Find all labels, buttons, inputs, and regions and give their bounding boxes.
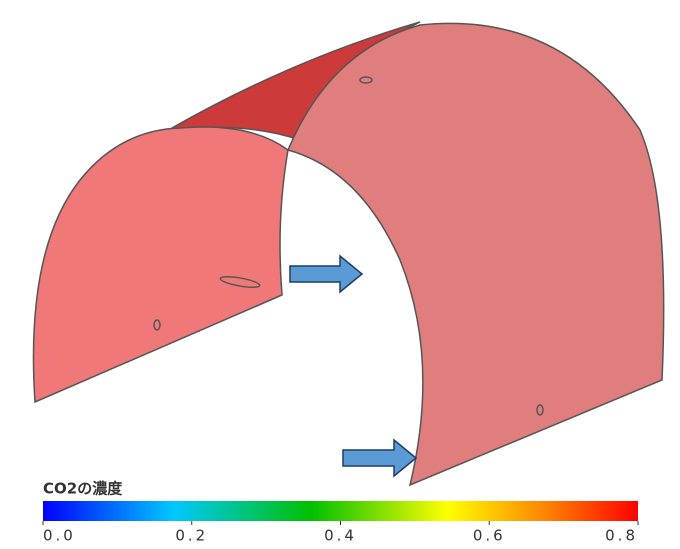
tick-label: 0.0 (43, 527, 76, 545)
tick-label: 0.2 (175, 527, 208, 545)
arrow (343, 440, 416, 476)
arrows (290, 256, 416, 476)
colorbar (43, 501, 638, 521)
arrow (290, 256, 362, 292)
front-shell (288, 23, 664, 485)
screenshot: CO2の濃度 0.0 0.2 0.4 0.6 0.8 (0, 0, 680, 549)
tick-label: 0.4 (324, 527, 357, 545)
back-shell (33, 127, 288, 402)
tick-label: 0.8 (605, 527, 638, 545)
tunnel-model (33, 22, 663, 485)
tick-label: 0.6 (473, 527, 506, 545)
colorbar-title: CO2の濃度 (43, 480, 123, 498)
